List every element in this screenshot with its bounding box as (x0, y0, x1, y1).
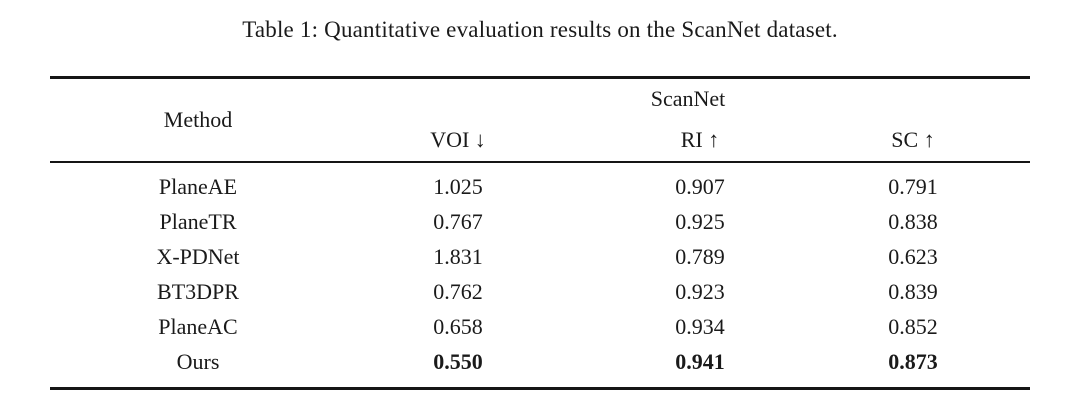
cell-method: PlaneAE (158, 173, 238, 199)
table-row: PlaneTR 0.767 0.925 0.838 (50, 204, 1030, 239)
cell-method: PlaneTR (159, 208, 237, 234)
table-row: BT3DPR 0.762 0.923 0.839 (50, 274, 1030, 309)
table-row-ours: Ours 0.550 0.941 0.873 (50, 344, 1030, 389)
cell-voi: 0.767 (433, 208, 483, 234)
cell-sc: 0.838 (888, 208, 938, 234)
cell-ri: 0.941 (675, 348, 725, 374)
cell-voi: 1.831 (433, 243, 483, 269)
cell-method: BT3DPR (157, 278, 239, 304)
table-header: Method ScanNet VOI ↓ RI ↑ SC ↑ (50, 78, 1030, 162)
cell-sc: 0.839 (888, 278, 938, 304)
table-row: PlaneAE 1.025 0.907 0.791 (50, 162, 1030, 204)
col-group-scannet: ScanNet (650, 86, 726, 111)
cell-voi: 0.658 (433, 313, 483, 339)
cell-voi: 1.025 (433, 173, 483, 199)
cell-ri: 0.789 (675, 243, 725, 269)
col-header-voi: VOI ↓ (430, 127, 486, 152)
results-table: Method ScanNet VOI ↓ RI ↑ SC ↑ PlaneAE 1… (50, 76, 1030, 390)
table-body: PlaneAE 1.025 0.907 0.791 PlaneTR 0.767 … (50, 162, 1030, 389)
col-header-sc: SC ↑ (891, 127, 935, 152)
cell-method: Ours (176, 348, 220, 374)
table-caption: Table 1: Quantitative evaluation results… (242, 17, 838, 42)
cell-method: X-PDNet (156, 243, 240, 269)
cell-ri: 0.934 (675, 313, 725, 339)
table-row: X-PDNet 1.831 0.789 0.623 (50, 239, 1030, 274)
cell-ri: 0.907 (675, 173, 725, 199)
col-header-ri: RI ↑ (680, 127, 720, 152)
cell-voi: 0.550 (433, 348, 483, 374)
cell-sc: 0.623 (888, 243, 938, 269)
cell-ri: 0.925 (675, 208, 725, 234)
cell-sc: 0.852 (888, 313, 938, 339)
cell-method: PlaneAC (158, 313, 238, 339)
table-row: PlaneAC 0.658 0.934 0.852 (50, 309, 1030, 344)
cell-voi: 0.762 (433, 278, 483, 304)
cell-ri: 0.923 (675, 278, 725, 304)
cell-sc: 0.791 (888, 173, 938, 199)
header-group-row: Method ScanNet (50, 78, 1030, 132)
header-metric-row: VOI ↓ RI ↑ SC ↑ (50, 119, 1030, 162)
col-header-method: Method (163, 107, 233, 132)
cell-sc: 0.873 (888, 348, 938, 374)
